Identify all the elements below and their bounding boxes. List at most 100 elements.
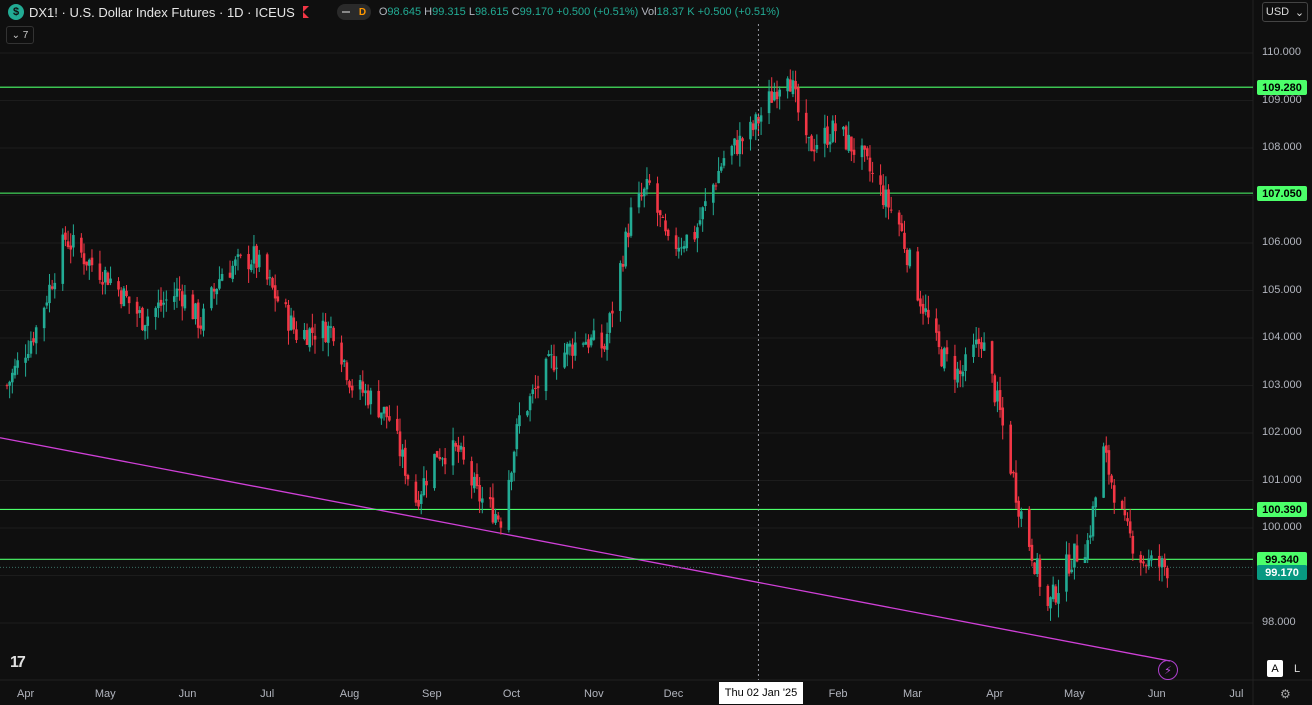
tradingview-logo-icon[interactable]: 17 xyxy=(10,654,26,671)
candle xyxy=(425,470,428,498)
candle xyxy=(828,134,832,153)
candle xyxy=(1075,534,1079,563)
candle xyxy=(863,145,866,162)
candle xyxy=(273,274,277,312)
candle xyxy=(162,291,165,318)
candle xyxy=(361,370,365,397)
symbol-title[interactable]: DX1! · U.S. Dollar Index Futures · 1D · … xyxy=(29,4,295,20)
candle-body xyxy=(271,277,274,288)
candle-body xyxy=(1163,558,1166,567)
candle-body xyxy=(303,329,306,340)
candle-body xyxy=(844,126,848,150)
candle-body xyxy=(565,343,569,355)
candle-body xyxy=(719,166,723,171)
candle-body xyxy=(438,456,442,460)
candle-body xyxy=(462,447,466,460)
candle-body xyxy=(1123,510,1127,516)
candle-body xyxy=(536,386,540,389)
candle xyxy=(871,161,874,183)
candle-body xyxy=(773,92,776,101)
interval-pill[interactable]: D xyxy=(336,4,371,20)
candle xyxy=(398,418,402,467)
candle xyxy=(435,450,439,458)
candle xyxy=(401,444,404,468)
trendline-layer xyxy=(0,437,1171,662)
candle xyxy=(212,283,216,299)
candle xyxy=(1035,552,1039,578)
candle xyxy=(619,260,622,322)
candle-body xyxy=(419,494,423,504)
candle-body xyxy=(905,249,909,266)
candle-body xyxy=(1027,508,1031,547)
candle xyxy=(674,227,678,256)
flag-icon[interactable] xyxy=(302,6,309,18)
price-axis-tick: 104.000 xyxy=(1262,331,1302,343)
candle-body xyxy=(834,123,837,132)
gear-icon[interactable]: ⚙ xyxy=(1280,687,1291,701)
lightning-icon[interactable]: ⚡ xyxy=(1158,660,1178,680)
symbol-logo-icon[interactable]: $ xyxy=(8,4,24,20)
auto-scale-button[interactable]: A xyxy=(1267,660,1283,677)
candle-body xyxy=(380,412,383,419)
price-axis-tick: 98.000 xyxy=(1262,616,1296,628)
level-price-tag[interactable]: 107.050 xyxy=(1257,186,1307,202)
candle xyxy=(565,341,569,367)
price-axis-tick: 110.000 xyxy=(1262,46,1301,58)
candle xyxy=(510,471,513,491)
candle-body xyxy=(157,302,160,309)
candle-body xyxy=(342,360,346,362)
candle-body xyxy=(1126,518,1129,522)
currency-button[interactable]: USD ⌄ xyxy=(1262,2,1308,22)
candle-body xyxy=(1054,586,1058,603)
indicators-toggle-button[interactable]: ⌄ 7 xyxy=(6,26,34,44)
candle-body xyxy=(1150,555,1153,561)
candle xyxy=(1107,444,1111,485)
candle xyxy=(972,333,975,363)
candle-body xyxy=(42,307,46,329)
candle xyxy=(1038,554,1042,596)
ohlc-high-key: H xyxy=(424,6,433,18)
candle-body xyxy=(656,183,659,213)
candle-body xyxy=(982,342,986,351)
candle-body xyxy=(289,315,293,331)
level-price-tag[interactable]: 99.340 xyxy=(1257,552,1307,568)
candle xyxy=(544,357,548,401)
candle-body xyxy=(265,254,269,280)
time-axis-tick: May xyxy=(94,688,116,700)
candle-body xyxy=(1104,445,1108,453)
level-price-tag[interactable]: 109.280 xyxy=(1257,80,1307,96)
candle xyxy=(640,182,643,201)
candle-body xyxy=(287,304,290,331)
candle-body xyxy=(648,180,651,183)
candle-body xyxy=(122,288,126,307)
candle-body xyxy=(666,229,670,236)
log-scale-button[interactable]: L xyxy=(1293,662,1301,675)
candle xyxy=(473,472,476,493)
candle xyxy=(85,261,88,271)
candle xyxy=(1027,506,1031,551)
candle-body xyxy=(788,79,792,92)
candle-body xyxy=(733,138,736,146)
candle xyxy=(982,332,986,351)
candle-body xyxy=(990,341,994,374)
candle xyxy=(202,303,205,337)
candle xyxy=(1123,496,1127,521)
candle-body xyxy=(600,332,604,349)
candle-body xyxy=(563,352,566,368)
candle-body xyxy=(32,338,35,343)
candle xyxy=(735,130,739,156)
candle-body xyxy=(704,201,707,207)
candle-body xyxy=(823,127,827,144)
candle-body xyxy=(826,126,829,145)
candle-body xyxy=(382,406,386,414)
candle-body xyxy=(658,210,662,216)
ohlc-high-value: 99.315 xyxy=(432,6,466,18)
candle-body xyxy=(252,246,256,264)
candle-body xyxy=(584,341,588,345)
level-price-tag[interactable]: 100.390 xyxy=(1257,502,1307,518)
candle-body xyxy=(871,172,874,174)
candle xyxy=(88,258,91,280)
candle xyxy=(183,285,187,311)
candle-body xyxy=(239,254,242,256)
